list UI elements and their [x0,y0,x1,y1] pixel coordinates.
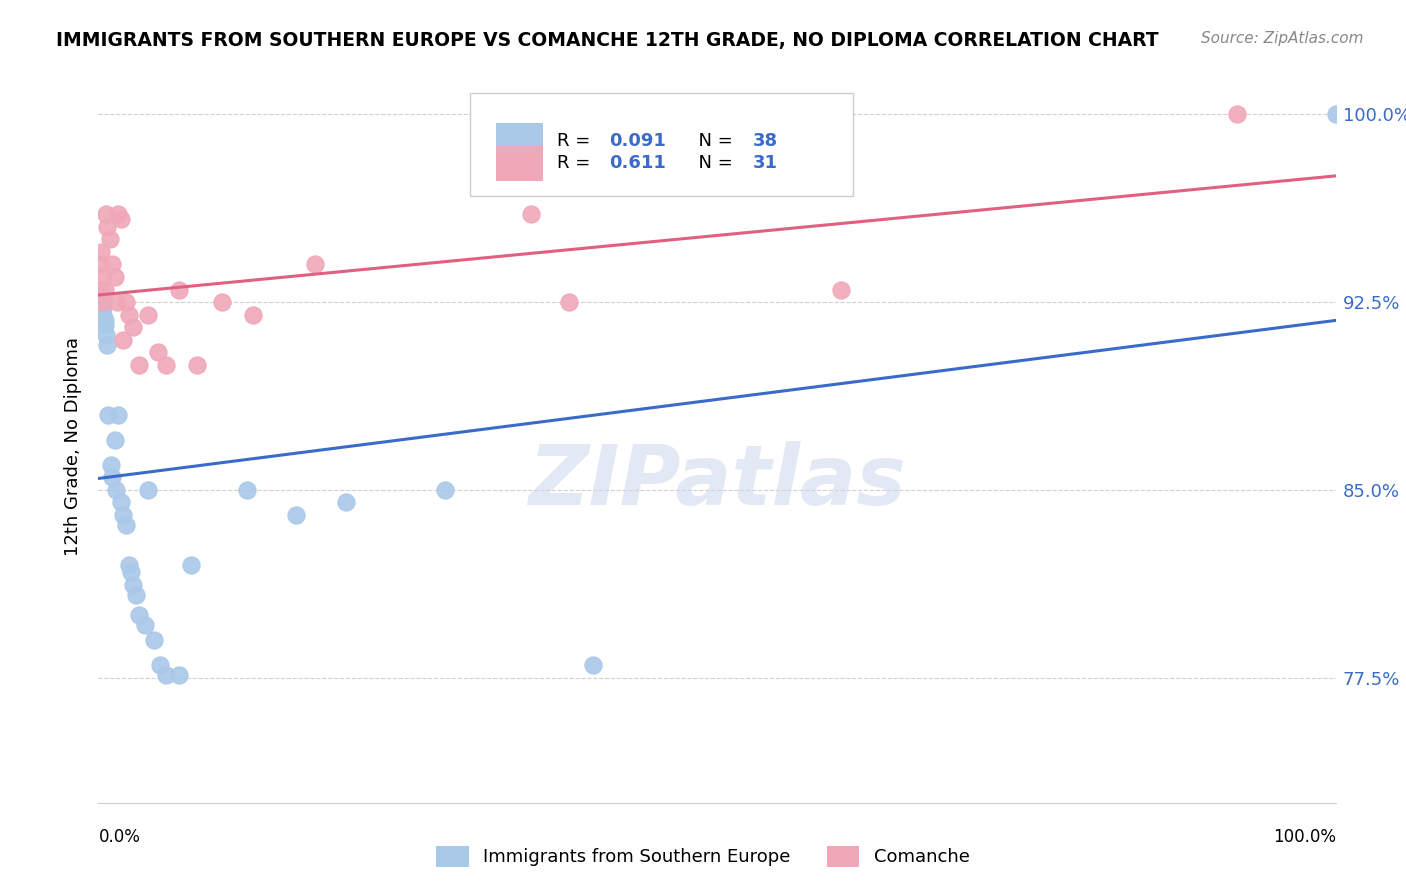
Text: 31: 31 [754,154,778,172]
Point [107,408,129,422]
Point [93,300,115,314]
Point [236,483,259,497]
Point [335,495,357,509]
Y-axis label: 12th Grade, No Diploma: 12th Grade, No Diploma [65,336,83,556]
FancyBboxPatch shape [495,123,543,159]
Point [186,358,208,372]
Text: N =: N = [688,154,740,172]
Point [830,283,852,297]
Point [1226,107,1249,121]
Text: IMMIGRANTS FROM SOUTHERN EUROPE VS COMANCHE 12TH GRADE, NO DIPLOMA CORRELATION C: IMMIGRANTS FROM SOUTHERN EUROPE VS COMAN… [56,31,1159,50]
Point [110,212,132,227]
Point [1324,107,1347,121]
Point [124,588,146,602]
Point [143,633,166,648]
Point [128,358,150,372]
Point [136,483,159,497]
Point [114,517,136,532]
Point [93,318,115,332]
Point [93,312,115,326]
Point [120,566,142,580]
Point [304,257,326,271]
Text: 38: 38 [754,132,778,150]
Point [122,320,145,334]
Text: 0.0%: 0.0% [98,828,141,846]
Text: R =: R = [557,154,596,172]
Point [89,283,111,297]
Point [89,283,111,297]
Point [90,290,112,304]
Point [211,295,233,310]
Point [90,297,112,311]
Point [582,658,605,673]
Point [134,618,156,632]
Point [93,283,115,297]
Point [98,232,121,246]
Point [93,295,115,310]
Point [103,433,125,447]
Point [97,408,120,422]
Point [136,308,159,322]
Point [96,337,118,351]
Point [155,358,177,372]
Point [91,270,114,285]
Text: N =: N = [688,132,740,150]
Point [118,308,141,322]
Point [100,458,122,472]
Point [105,295,128,310]
Point [110,495,132,509]
Point [103,270,125,285]
Point [520,207,543,221]
Point [101,470,124,484]
Point [128,607,150,622]
Point [112,508,135,522]
Text: 100.0%: 100.0% [1272,828,1336,846]
Point [118,558,141,572]
Point [167,283,190,297]
Point [180,558,202,572]
Point [285,508,308,522]
Point [155,668,177,682]
Point [114,295,136,310]
Point [94,327,117,342]
FancyBboxPatch shape [495,145,543,181]
Text: Source: ZipAtlas.com: Source: ZipAtlas.com [1201,31,1364,46]
Point [91,293,114,307]
Point [94,207,117,221]
Text: 0.611: 0.611 [609,154,666,172]
Text: ZIPatlas: ZIPatlas [529,442,905,522]
Point [91,302,114,317]
Text: 0.091: 0.091 [609,132,666,150]
Point [104,483,127,497]
FancyBboxPatch shape [470,93,853,196]
Point [107,207,129,221]
Point [101,257,124,271]
Legend: Immigrants from Southern Europe, Comanche: Immigrants from Southern Europe, Comanch… [429,838,977,874]
Point [112,333,135,347]
Point [557,295,579,310]
Text: R =: R = [557,132,596,150]
Point [149,658,172,673]
Point [96,219,118,234]
Point [146,345,169,359]
Point [167,668,190,682]
Point [242,308,264,322]
Point [433,483,456,497]
Point [90,244,112,259]
Point [122,578,145,592]
Point [90,257,112,271]
Point [93,308,115,322]
